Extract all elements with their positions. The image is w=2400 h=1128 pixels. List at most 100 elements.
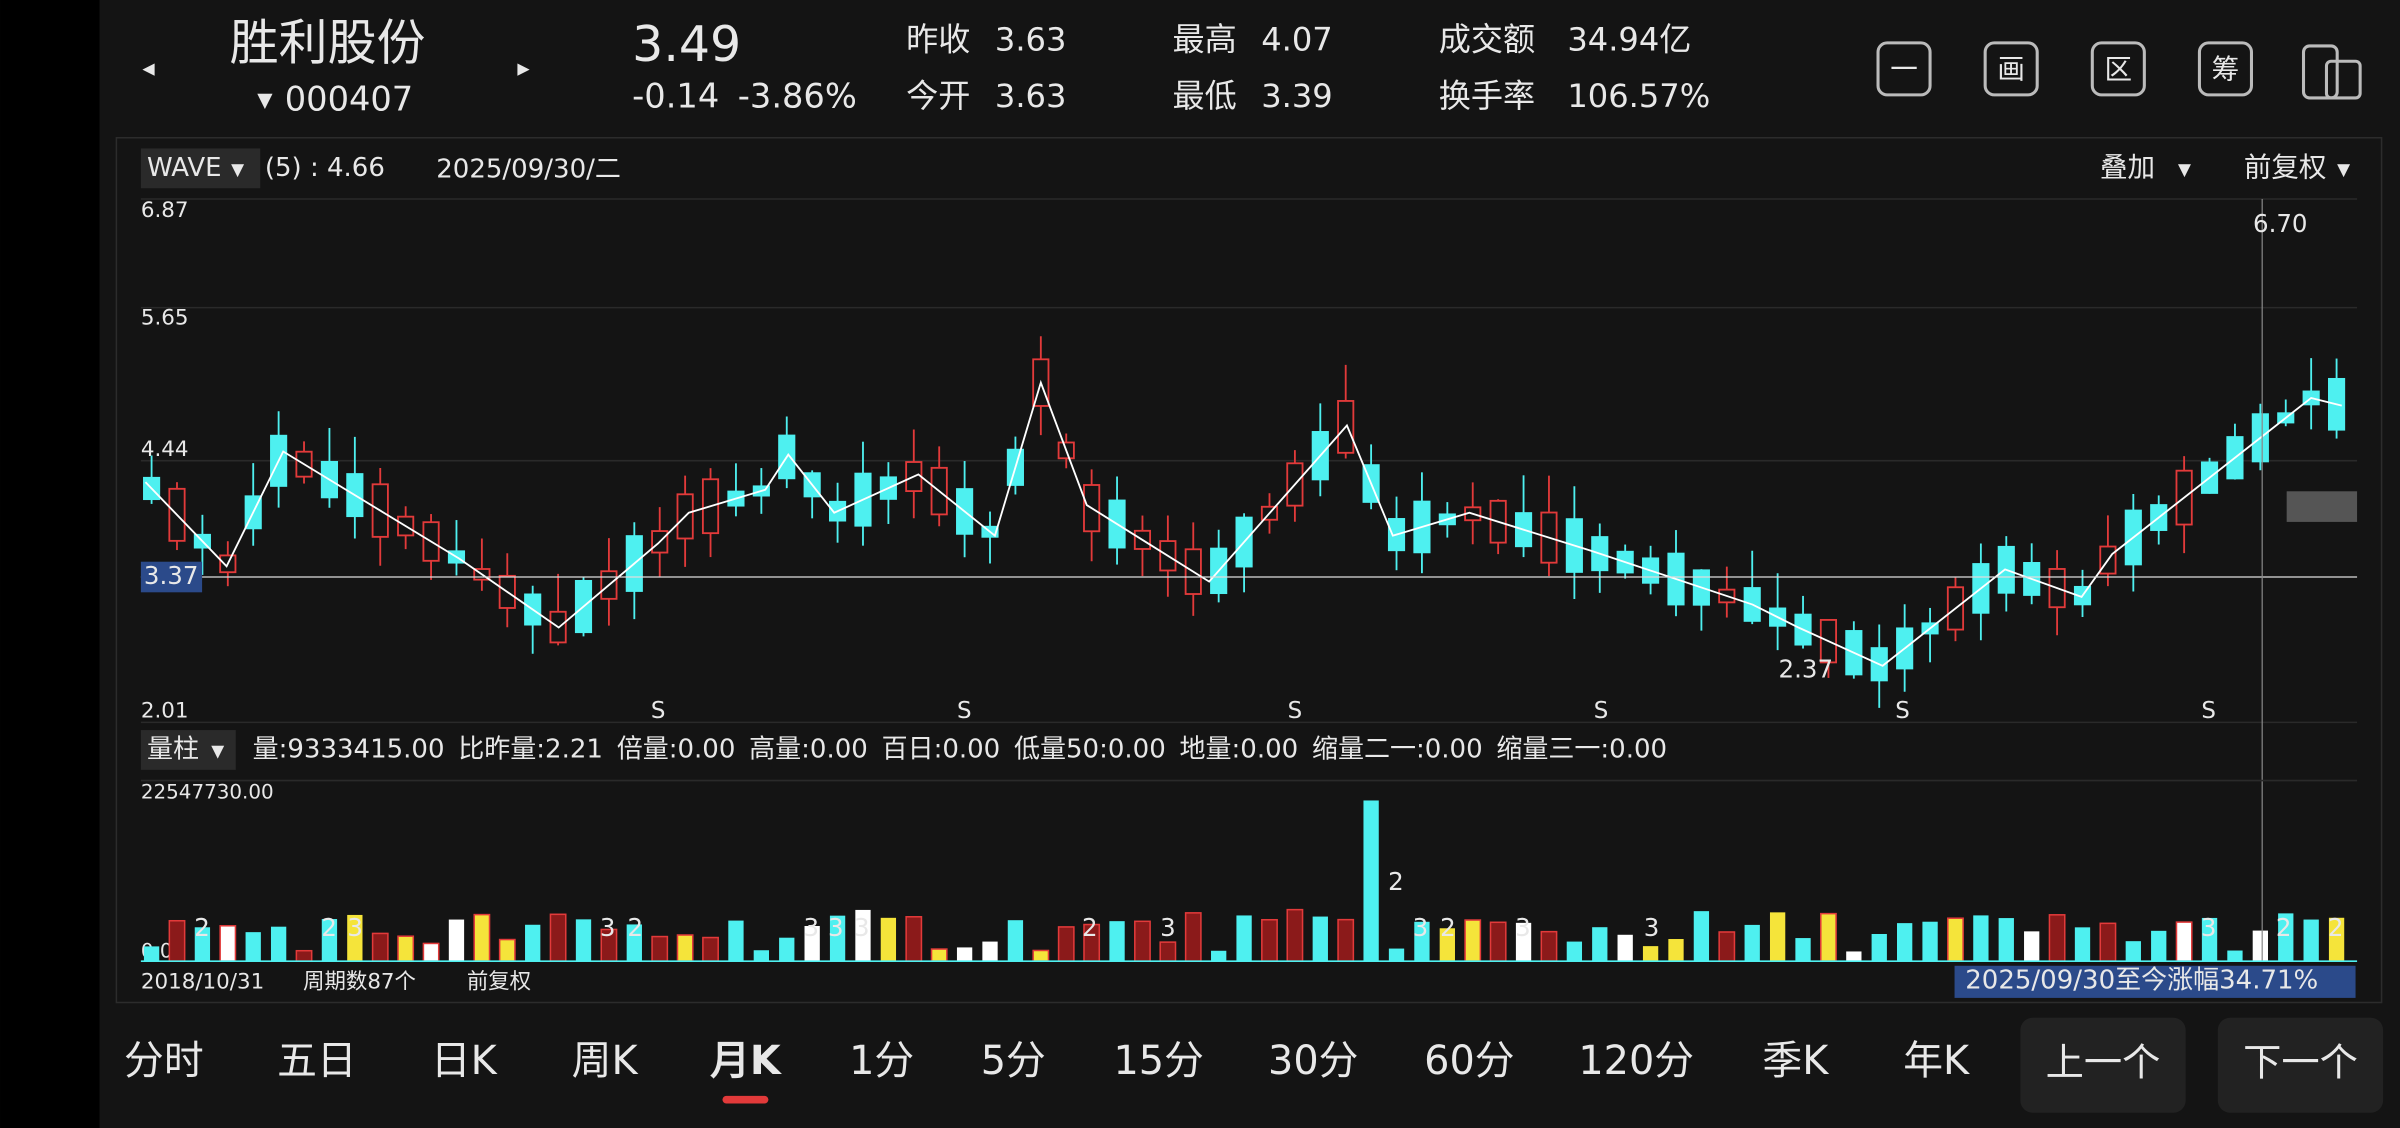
start-date: 2018/10/31 bbox=[141, 970, 264, 995]
volume-bar bbox=[2024, 931, 2040, 962]
volume-bar bbox=[1261, 918, 1278, 962]
dropdown: ▼ bbox=[2178, 159, 2191, 179]
signal: S bbox=[1594, 698, 1609, 724]
tab[interactable]: 120分 bbox=[1578, 1038, 1694, 1084]
phone-icon-2[interactable] bbox=[2324, 59, 2362, 100]
tab[interactable]: 日K bbox=[431, 1038, 498, 1084]
volume-bar bbox=[1184, 912, 1202, 962]
tab[interactable]: 年K bbox=[1903, 1038, 1970, 1084]
volume-bar bbox=[753, 950, 770, 962]
tab[interactable]: 30分 bbox=[1268, 1038, 1358, 1084]
volume-mark: 2 bbox=[627, 913, 643, 942]
vol-type: 量柱 bbox=[147, 734, 199, 764]
tool-icon[interactable] bbox=[1983, 41, 2039, 97]
volume-bar bbox=[930, 948, 948, 962]
stat-label: 成交额 bbox=[1439, 20, 1535, 58]
volume-bar bbox=[422, 942, 440, 962]
tool-icon[interactable] bbox=[1876, 41, 1932, 97]
volume-stat: 缩量二一:0.00 bbox=[1312, 734, 1483, 764]
volume-bar bbox=[347, 914, 363, 962]
volume-bar bbox=[321, 919, 338, 962]
volume-stat: 缩量三一:0.00 bbox=[1496, 734, 1667, 764]
volume-bar bbox=[1592, 927, 1608, 962]
volume-mark: 2 bbox=[194, 913, 210, 942]
tool-icon-label: 画 bbox=[1997, 53, 2025, 85]
stat-label: 最高 bbox=[1172, 20, 1236, 58]
prev-button[interactable] bbox=[2020, 1017, 2186, 1113]
stat-label: 换手率 bbox=[1439, 77, 1535, 115]
overlay[interactable]: 叠加 bbox=[2100, 151, 2155, 183]
volume-bar bbox=[1134, 920, 1151, 962]
volume-mark: 2 bbox=[1440, 913, 1456, 942]
volume-bar bbox=[1032, 949, 1050, 962]
price-label: 5.65 bbox=[141, 305, 189, 330]
volume-bar bbox=[1617, 934, 1633, 962]
tab[interactable]: 五日 bbox=[277, 1038, 357, 1084]
change-pct: -3.86% bbox=[738, 76, 857, 115]
dropdown[interactable]: ▼ bbox=[257, 89, 273, 112]
volume-mark: 3 bbox=[854, 913, 870, 942]
volume-stat: 高量:0.00 bbox=[749, 734, 868, 764]
volume-bar bbox=[1871, 933, 1887, 962]
volume-bar bbox=[1998, 918, 2014, 962]
volume-bar bbox=[2099, 922, 2117, 962]
volume-mark: 3 bbox=[1644, 913, 1660, 942]
volume-bar bbox=[371, 932, 389, 962]
volume-bar bbox=[779, 937, 795, 962]
tab[interactable]: 分时 bbox=[124, 1038, 204, 1084]
stat-value: 34.94亿 bbox=[1567, 20, 1691, 58]
tab[interactable]: 季K bbox=[1762, 1038, 1829, 1084]
volume-mark: 3 bbox=[347, 913, 363, 942]
volume-bar bbox=[2074, 927, 2091, 962]
next-button[interactable] bbox=[2217, 1017, 2384, 1113]
volume-bar bbox=[2328, 917, 2345, 962]
volume-bar bbox=[855, 909, 871, 962]
volume-mark: 2 bbox=[1388, 867, 1404, 896]
periods: 周期数87个 bbox=[303, 970, 416, 995]
adjust[interactable]: 前复权 bbox=[2244, 151, 2327, 183]
tool-icon-label: 筹 bbox=[2212, 53, 2240, 85]
volume-bar bbox=[219, 925, 237, 962]
chart-date: 2025/09/30/二 bbox=[436, 154, 621, 184]
tab[interactable]: 60分 bbox=[1424, 1038, 1514, 1084]
tool-icon[interactable] bbox=[2197, 41, 2254, 97]
volume-bar bbox=[295, 949, 313, 962]
stat-label: 最低 bbox=[1172, 77, 1236, 115]
phone-icon[interactable] bbox=[2301, 44, 2339, 100]
next-label: 下一个 bbox=[2243, 1041, 2358, 1086]
volume-stat: 低量50:0.00 bbox=[1014, 734, 1166, 764]
tab[interactable]: 1分 bbox=[849, 1038, 914, 1084]
volume-bar bbox=[1286, 908, 1304, 962]
stat-value: 3.39 bbox=[1261, 77, 1333, 115]
dropdown: ▼ bbox=[2337, 159, 2350, 179]
next-stock[interactable]: ▸ bbox=[517, 53, 530, 82]
tool-icon[interactable] bbox=[2090, 41, 2146, 97]
volume-mark: 3 bbox=[1413, 913, 1429, 942]
volume-bar bbox=[880, 917, 897, 962]
price-label: 6.87 bbox=[141, 198, 189, 223]
volume-bar bbox=[2278, 913, 2294, 962]
prev-stock[interactable]: ◂ bbox=[142, 53, 155, 82]
tab[interactable]: 月K bbox=[710, 1038, 783, 1084]
signal: S bbox=[1895, 698, 1910, 724]
volume-bar bbox=[498, 938, 516, 962]
indicator-box[interactable] bbox=[140, 148, 261, 189]
volume-bar bbox=[245, 932, 261, 962]
footer-adjust: 前复权 bbox=[467, 970, 531, 995]
volume-bar bbox=[1515, 922, 1532, 962]
tab[interactable]: 周K bbox=[572, 1038, 639, 1084]
wave-line bbox=[144, 379, 2342, 667]
volume-stat: 倍量:0.00 bbox=[617, 734, 736, 764]
vol-max: 22547730.00 bbox=[141, 780, 274, 803]
volume-bar bbox=[1057, 926, 1075, 962]
indicator-param: (5) : 4.66 bbox=[265, 153, 385, 183]
left-strip bbox=[0, 0, 100, 1128]
volume-bar bbox=[1236, 915, 1252, 962]
dropdown: ▼ bbox=[211, 740, 224, 760]
volume-bar bbox=[829, 915, 846, 962]
volume-bar bbox=[525, 924, 541, 962]
tab[interactable]: 15分 bbox=[1113, 1038, 1203, 1084]
vol-type-box[interactable] bbox=[140, 730, 236, 770]
tab[interactable]: 5分 bbox=[981, 1038, 1046, 1084]
volume-mark: 3 bbox=[600, 913, 616, 942]
